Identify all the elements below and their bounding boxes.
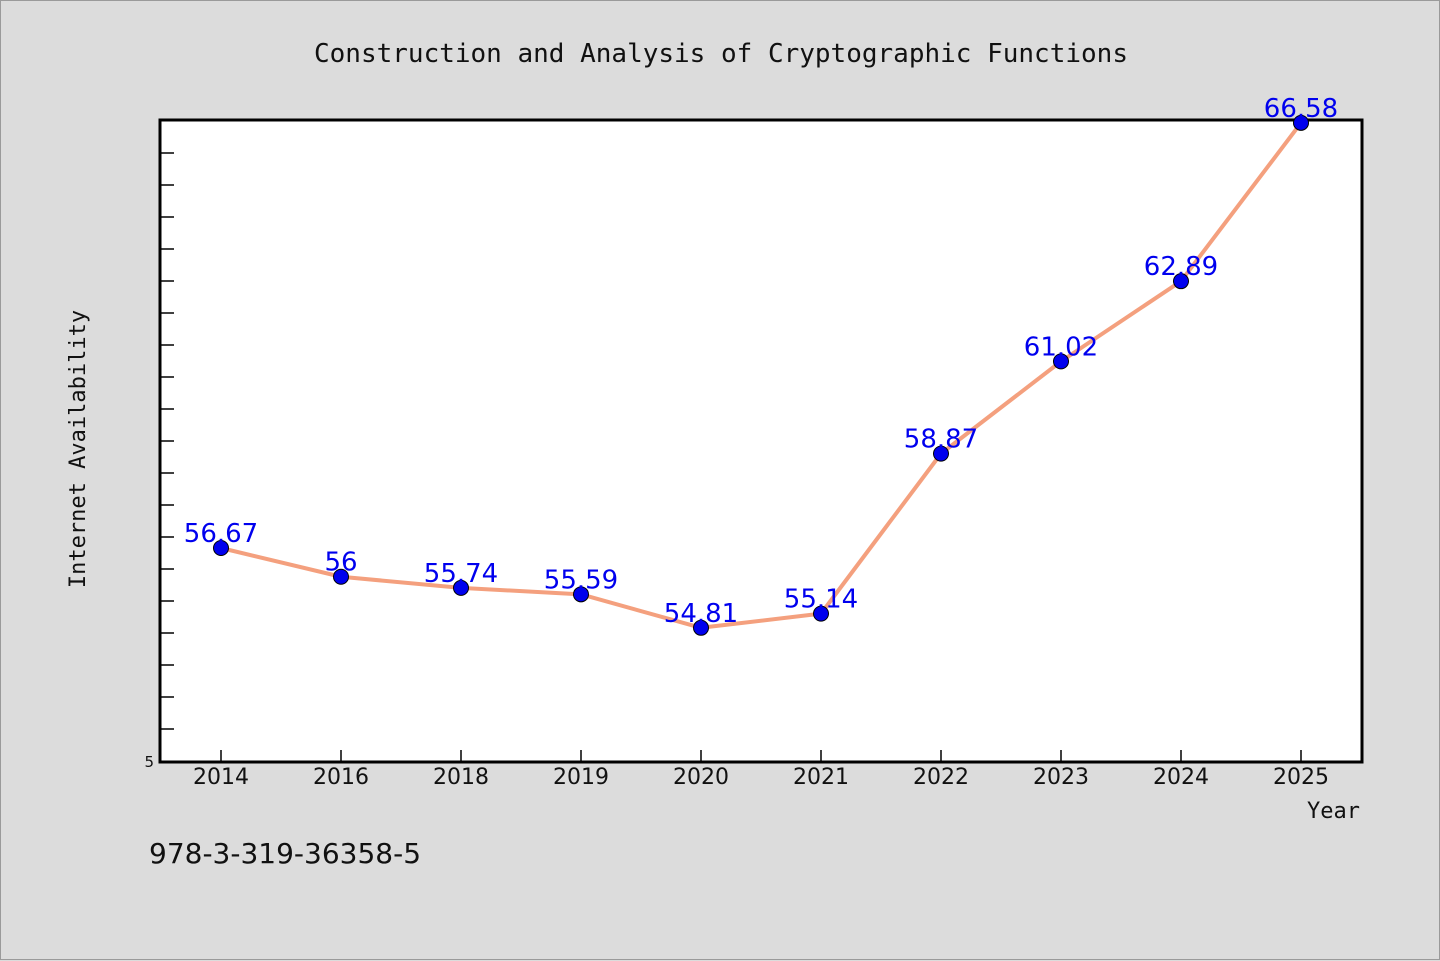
data-point xyxy=(933,445,949,462)
data-point xyxy=(693,619,709,636)
x-tick-label: 2018 xyxy=(433,765,489,790)
x-tick-label: 2025 xyxy=(1273,765,1329,790)
x-axis-label: Year xyxy=(1307,799,1360,824)
data-label: 61.02 xyxy=(1024,332,1098,362)
data-label: 56.67 xyxy=(184,519,258,549)
data-label: 55.74 xyxy=(424,559,498,589)
plot-area xyxy=(158,118,1364,764)
y-axis-label: Internet Availability xyxy=(66,310,91,588)
data-point xyxy=(333,568,349,585)
x-tick-label: 2023 xyxy=(1033,765,1089,790)
data-point xyxy=(1053,353,1069,370)
data-label: 62.89 xyxy=(1144,252,1218,282)
data-point xyxy=(1173,273,1189,290)
chart-title: Construction and Analysis of Cryptograph… xyxy=(314,39,1128,69)
data-point xyxy=(1293,114,1309,131)
footnote-isbn: 978-3-319-36358-5 xyxy=(149,837,421,870)
data-label: 55.59 xyxy=(544,565,618,595)
series-layer: 56.67 56 55.74 55.59 54.81 55.14 58.87 61.02 62.… xyxy=(184,94,1338,636)
data-point xyxy=(213,540,229,556)
y-axis-ticks xyxy=(161,152,174,730)
data-point xyxy=(453,579,469,596)
x-axis-ticks: 2014 2016 2018 2019 2020 2021 2022 2023 2024 2025 xyxy=(193,750,1329,790)
x-tick-label: 2014 xyxy=(193,765,249,790)
x-tick-label: 2020 xyxy=(673,765,729,790)
x-tick-label: 2016 xyxy=(313,765,369,790)
data-point xyxy=(813,605,829,622)
data-point xyxy=(573,586,589,603)
data-label: 56 xyxy=(324,548,357,578)
data-label: 66.58 xyxy=(1264,94,1338,124)
x-tick-label: 2021 xyxy=(793,765,849,790)
data-label: 54.81 xyxy=(664,599,738,629)
x-tick-label: 2024 xyxy=(1153,765,1209,790)
series-line xyxy=(219,120,1303,630)
data-label: 55.14 xyxy=(784,585,858,615)
x-tick-label: 2019 xyxy=(553,765,609,790)
x-tick-label: 2022 xyxy=(913,765,969,790)
y-tick-label: 5 xyxy=(144,753,154,771)
data-label: 58.87 xyxy=(904,425,978,455)
